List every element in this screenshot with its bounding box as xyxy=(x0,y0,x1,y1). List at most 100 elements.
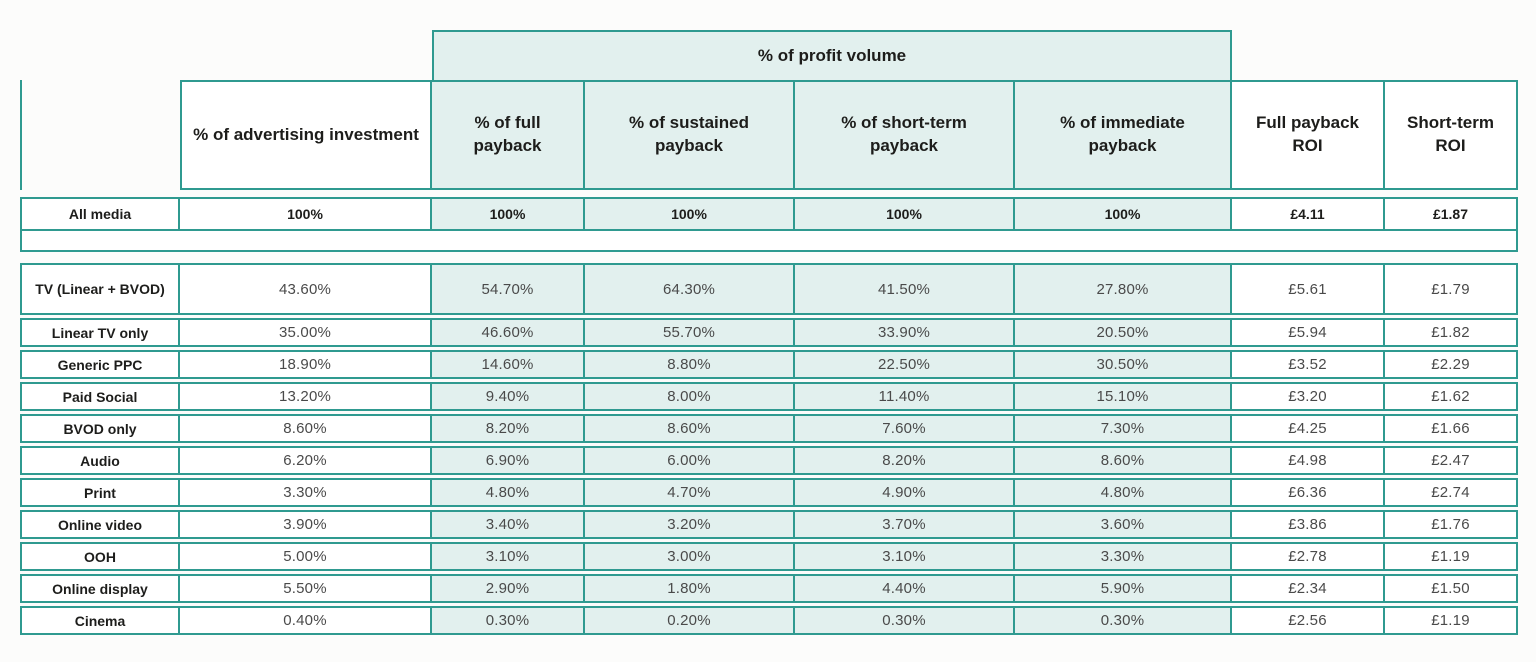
row-generic-ppc: Generic PPC 18.90% 14.60% 8.80% 22.50% 3… xyxy=(20,350,1518,379)
cell-sustained-payback: 8.80% xyxy=(585,350,795,379)
cell-short-term-payback: 8.20% xyxy=(795,446,1015,475)
cell-sustained-payback: 1.80% xyxy=(585,574,795,603)
cell-immediate-payback: 20.50% xyxy=(1015,318,1232,347)
cell-immediate-payback: 3.60% xyxy=(1015,510,1232,539)
cell-sustained-payback: 64.30% xyxy=(585,263,795,315)
cell-full-roi: £5.61 xyxy=(1232,263,1385,315)
cell-short-term-payback: 4.40% xyxy=(795,574,1015,603)
cell-investment: 35.00% xyxy=(180,318,432,347)
cell-immediate-payback: 100% xyxy=(1015,197,1232,231)
cell-full-roi: £5.94 xyxy=(1232,318,1385,347)
column-header-short-term-roi: Short-term ROI xyxy=(1385,80,1518,190)
row-linear-tv-only: Linear TV only 35.00% 46.60% 55.70% 33.9… xyxy=(20,318,1518,347)
row-label: Print xyxy=(20,478,180,507)
column-header-full-payback-roi: Full payback ROI xyxy=(1232,80,1385,190)
row-online-display: Online display 5.50% 2.90% 1.80% 4.40% 5… xyxy=(20,574,1518,603)
row-label: TV (Linear + BVOD) xyxy=(20,263,180,315)
cell-investment: 6.20% xyxy=(180,446,432,475)
row-label: Online display xyxy=(20,574,180,603)
cell-full-payback: 46.60% xyxy=(432,318,585,347)
cell-full-roi: £3.20 xyxy=(1232,382,1385,411)
cell-short-roi: £1.79 xyxy=(1385,263,1518,315)
cell-full-payback: 3.40% xyxy=(432,510,585,539)
row-online-video: Online video 3.90% 3.40% 3.20% 3.70% 3.6… xyxy=(20,510,1518,539)
cell-sustained-payback: 3.00% xyxy=(585,542,795,571)
cell-short-term-payback: 41.50% xyxy=(795,263,1015,315)
cell-full-roi: £2.34 xyxy=(1232,574,1385,603)
cell-immediate-payback: 8.60% xyxy=(1015,446,1232,475)
row-all-media: All media 100% 100% 100% 100% 100% £4.11… xyxy=(20,197,1518,231)
cell-short-roi: £1.62 xyxy=(1385,382,1518,411)
cell-full-roi: £3.86 xyxy=(1232,510,1385,539)
cell-full-payback: 8.20% xyxy=(432,414,585,443)
cell-short-term-payback: 11.40% xyxy=(795,382,1015,411)
row-label: OOH xyxy=(20,542,180,571)
cell-investment: 100% xyxy=(180,197,432,231)
row-cinema: Cinema 0.40% 0.30% 0.20% 0.30% 0.30% £2.… xyxy=(20,606,1518,635)
column-header-sustained-payback: % of sustained payback xyxy=(585,80,795,190)
row-label: Audio xyxy=(20,446,180,475)
cell-short-term-payback: 0.30% xyxy=(795,606,1015,635)
cell-full-roi: £4.98 xyxy=(1232,446,1385,475)
cell-immediate-payback: 5.90% xyxy=(1015,574,1232,603)
cell-immediate-payback: 3.30% xyxy=(1015,542,1232,571)
cell-short-term-payback: 3.10% xyxy=(795,542,1015,571)
cell-short-roi: £1.66 xyxy=(1385,414,1518,443)
media-payback-table: % of profit volume % of advertising inve… xyxy=(20,30,1518,638)
empty-spacer-row xyxy=(20,231,1518,252)
cell-full-roi: £2.78 xyxy=(1232,542,1385,571)
row-label: Cinema xyxy=(20,606,180,635)
cell-investment: 3.30% xyxy=(180,478,432,507)
cell-sustained-payback: 8.60% xyxy=(585,414,795,443)
cell-investment: 5.00% xyxy=(180,542,432,571)
row-label: Online video xyxy=(20,510,180,539)
cell-short-term-payback: 22.50% xyxy=(795,350,1015,379)
cell-sustained-payback: 0.20% xyxy=(585,606,795,635)
cell-full-payback: 54.70% xyxy=(432,263,585,315)
cell-immediate-payback: 4.80% xyxy=(1015,478,1232,507)
cell-investment: 5.50% xyxy=(180,574,432,603)
column-header-row: % of advertising investment % of full pa… xyxy=(20,80,1518,190)
cell-short-roi: £1.50 xyxy=(1385,574,1518,603)
cell-short-term-payback: 4.90% xyxy=(795,478,1015,507)
cell-investment: 13.20% xyxy=(180,382,432,411)
row-label: Generic PPC xyxy=(20,350,180,379)
cell-immediate-payback: 15.10% xyxy=(1015,382,1232,411)
profit-volume-group-header: % of profit volume xyxy=(432,30,1232,80)
cell-full-roi: £6.36 xyxy=(1232,478,1385,507)
column-header-advertising-investment: % of advertising investment xyxy=(180,80,432,190)
cell-full-payback: 4.80% xyxy=(432,478,585,507)
cell-short-roi: £2.47 xyxy=(1385,446,1518,475)
cell-full-payback: 2.90% xyxy=(432,574,585,603)
cell-immediate-payback: 0.30% xyxy=(1015,606,1232,635)
row-bvod-only: BVOD only 8.60% 8.20% 8.60% 7.60% 7.30% … xyxy=(20,414,1518,443)
cell-short-roi: £1.82 xyxy=(1385,318,1518,347)
cell-short-term-payback: 100% xyxy=(795,197,1015,231)
cell-sustained-payback: 4.70% xyxy=(585,478,795,507)
cell-full-roi: £3.52 xyxy=(1232,350,1385,379)
row-label: BVOD only xyxy=(20,414,180,443)
cell-short-term-payback: 3.70% xyxy=(795,510,1015,539)
cell-short-roi: £2.29 xyxy=(1385,350,1518,379)
cell-short-roi: £1.19 xyxy=(1385,542,1518,571)
row-ooh: OOH 5.00% 3.10% 3.00% 3.10% 3.30% £2.78 … xyxy=(20,542,1518,571)
cell-short-term-payback: 7.60% xyxy=(795,414,1015,443)
column-header-short-term-payback: % of short-term payback xyxy=(795,80,1015,190)
row-tv-linear-bvod: TV (Linear + BVOD) 43.60% 54.70% 64.30% … xyxy=(20,263,1518,315)
cell-investment: 43.60% xyxy=(180,263,432,315)
column-header-full-payback: % of full payback xyxy=(432,80,585,190)
cell-sustained-payback: 8.00% xyxy=(585,382,795,411)
cell-full-payback: 3.10% xyxy=(432,542,585,571)
cell-investment: 18.90% xyxy=(180,350,432,379)
cell-short-term-payback: 33.90% xyxy=(795,318,1015,347)
column-header-immediate-payback: % of immediate payback xyxy=(1015,80,1232,190)
row-label: All media xyxy=(20,197,180,231)
cell-full-roi: £2.56 xyxy=(1232,606,1385,635)
cell-sustained-payback: 6.00% xyxy=(585,446,795,475)
cell-immediate-payback: 27.80% xyxy=(1015,263,1232,315)
cell-immediate-payback: 30.50% xyxy=(1015,350,1232,379)
row-label-column-spacer xyxy=(20,80,180,190)
cell-short-roi: £1.87 xyxy=(1385,197,1518,231)
cell-full-roi: £4.11 xyxy=(1232,197,1385,231)
